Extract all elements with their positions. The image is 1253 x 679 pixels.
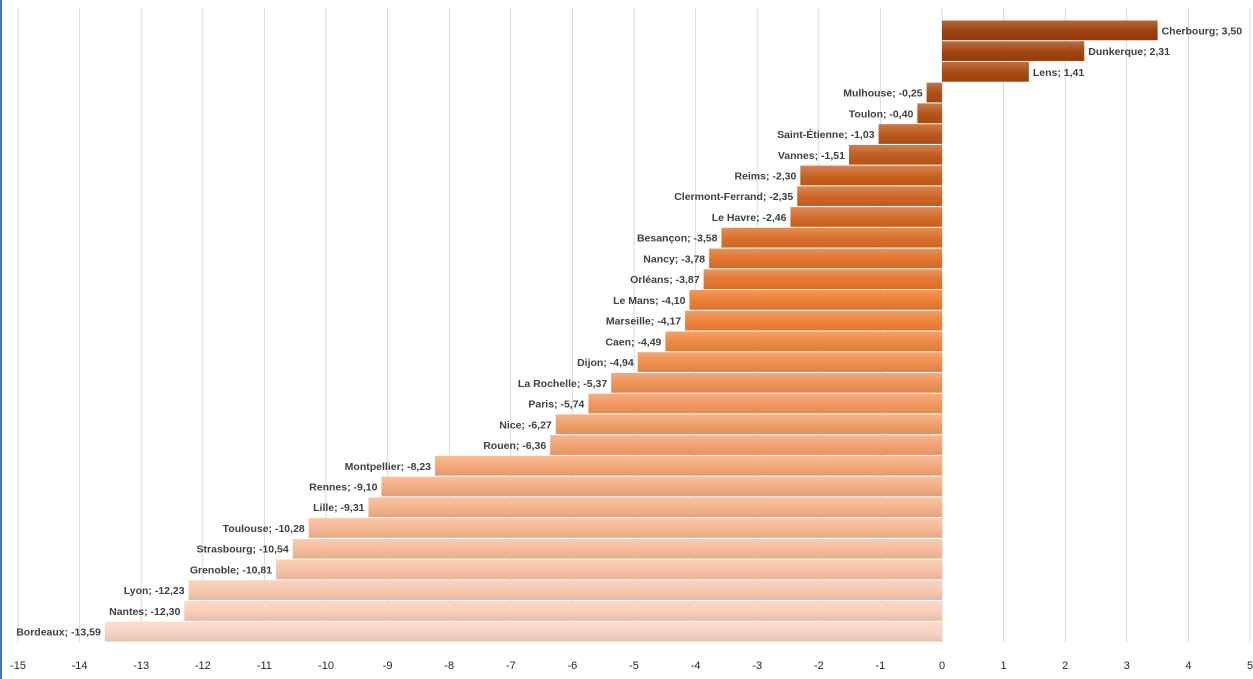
data-label: Nancy; -3,78 <box>643 253 705 265</box>
bar-cherbourg <box>942 20 1158 41</box>
data-label: Lyon; -12,23 <box>124 585 185 597</box>
bar-besan-on <box>721 227 942 248</box>
bar-clermont-ferrand <box>797 186 942 207</box>
x-tick-label: -4 <box>691 660 701 672</box>
data-label: Toulon; -0,40 <box>849 108 914 120</box>
x-tick-label: -5 <box>629 660 639 672</box>
bar-orl-ans <box>703 269 942 290</box>
data-label: Vannes; -1,51 <box>778 150 845 162</box>
x-tick-label: -8 <box>444 660 454 672</box>
x-tick-label: 1 <box>1001 660 1007 672</box>
x-tick-label: -14 <box>72 660 88 672</box>
bar-paris <box>588 393 942 414</box>
data-label: Rouen; -6,36 <box>483 440 546 452</box>
data-label: Le Mans; -4,10 <box>613 295 686 307</box>
bar-bordeaux <box>104 621 942 642</box>
data-label: Reims; -2,30 <box>734 171 796 183</box>
bar-la-rochelle <box>611 372 942 393</box>
bar-lille <box>368 497 942 518</box>
data-label: Saint-Étienne; -1,03 <box>777 128 875 141</box>
bar-rennes <box>381 476 942 497</box>
x-axis-ticks: -15 -14 -13 -12 -11 -10 -9 -8 -7 -6 -5 -4 -3 -2 -1 0 1 2 3… <box>10 660 1253 672</box>
data-label: Lille; -9,31 <box>313 502 365 514</box>
bar-le-mans <box>689 290 942 310</box>
x-tick-label: 5 <box>1247 660 1253 672</box>
data-label: Lens; 1,41 <box>1033 67 1085 79</box>
data-label: Nantes; -12,30 <box>109 606 180 618</box>
x-tick-label: -2 <box>814 660 824 672</box>
x-tick-label: -11 <box>257 660 272 672</box>
bar-strasbourg <box>292 538 943 559</box>
bar-le-havre <box>790 207 942 227</box>
bar-dijon <box>637 352 942 372</box>
bar-nice <box>555 414 942 435</box>
x-tick-label: -12 <box>195 660 211 672</box>
bar-nancy <box>709 248 942 269</box>
bar-saint-tienne <box>878 124 942 144</box>
data-label: Dunkerque; 2,31 <box>1088 46 1170 58</box>
data-label: Le Havre; -2,46 <box>712 212 787 224</box>
x-tick-label: 0 <box>939 660 945 672</box>
bar-dunkerque <box>942 41 1085 61</box>
x-tick-label: -15 <box>10 660 26 672</box>
bar-montpellier <box>435 455 942 476</box>
bar-rouen <box>550 435 942 455</box>
x-tick-label: -6 <box>568 660 578 672</box>
x-tick-label: -3 <box>752 660 762 672</box>
x-tick-label: 2 <box>1062 660 1068 672</box>
data-label: Strasbourg; -10,54 <box>197 544 289 556</box>
x-tick-label: 3 <box>1124 660 1130 672</box>
bar-toulon <box>917 103 942 124</box>
bars <box>104 20 1158 642</box>
data-label: La Rochelle; -5,37 <box>518 378 607 390</box>
bar-lens <box>942 61 1029 82</box>
bar-mulhouse <box>926 82 942 103</box>
data-label: Cherbourg; 3,50 <box>1162 25 1243 37</box>
data-label: Clermont-Ferrand; -2,35 <box>674 191 793 203</box>
data-label: Rennes; -9,10 <box>309 482 377 494</box>
data-label: Caen; -4,49 <box>605 336 661 348</box>
bar-caen <box>665 331 942 352</box>
data-label: Orléans; -3,87 <box>630 274 700 286</box>
data-label: Montpellier; -8,23 <box>345 461 432 473</box>
bar-nantes <box>184 601 942 621</box>
data-label: Paris; -5,74 <box>528 399 584 411</box>
x-tick-label: 4 <box>1185 660 1191 672</box>
bar-grenoble <box>276 559 942 580</box>
data-label: Grenoble; -10,81 <box>190 564 272 576</box>
data-label: Marseille; -4,17 <box>606 316 681 328</box>
data-label: Nice; -6,27 <box>499 419 552 431</box>
bar-lyon <box>188 580 942 601</box>
x-tick-label: -13 <box>133 660 149 672</box>
data-label: Besançon; -3,58 <box>637 233 718 245</box>
data-label: Mulhouse; -0,25 <box>843 88 923 100</box>
bar-vannes <box>848 144 942 165</box>
bar-marseille <box>685 310 942 331</box>
x-tick-label: -10 <box>318 660 334 672</box>
data-label: Dijon; -4,94 <box>577 357 634 369</box>
x-tick-label: -7 <box>506 660 516 672</box>
data-label: Toulouse; -10,28 <box>223 523 305 535</box>
bar-toulouse <box>308 518 942 538</box>
bar-reims <box>800 165 942 186</box>
data-label: Bordeaux; -13,59 <box>16 627 101 639</box>
x-tick-label: -1 <box>876 660 886 672</box>
x-tick-label: -9 <box>383 660 393 672</box>
